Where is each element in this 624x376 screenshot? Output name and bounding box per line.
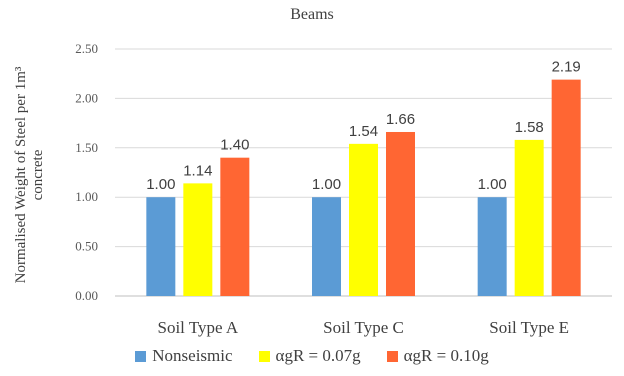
data-label: 1.66 [386, 111, 415, 128]
bar [146, 197, 176, 296]
legend-swatch [258, 350, 270, 362]
bar [551, 79, 581, 297]
legend-item: Nonseismic [135, 346, 233, 366]
legend-item: αgR = 0.10g [386, 346, 489, 366]
bar [220, 157, 250, 296]
bar [312, 197, 341, 296]
data-label: 1.00 [312, 176, 341, 193]
legend-label: αgR = 0.10g [403, 346, 489, 365]
chart-title: Beams [290, 6, 334, 23]
legend-swatch [386, 350, 398, 362]
bar [477, 197, 507, 296]
y-tick-label: 2.50 [75, 41, 98, 56]
legend-item: αgR = 0.07g [258, 346, 361, 366]
legend-label: αgR = 0.07g [275, 346, 361, 365]
y-tick-label: 2.00 [75, 90, 98, 105]
data-label: 1.58 [515, 119, 544, 136]
data-label: 1.40 [220, 137, 249, 154]
bar [514, 139, 544, 296]
bar [349, 143, 378, 296]
x-tick-label: Soil Type E [489, 318, 569, 337]
y-tick-label: 0.00 [75, 288, 98, 303]
y-tick-label: 0.50 [75, 239, 98, 254]
data-label: 2.19 [552, 59, 581, 76]
legend-label: Nonseismic [152, 346, 233, 365]
bar [183, 183, 213, 296]
x-tick-label: Soil Type C [323, 318, 404, 337]
data-label: 1.00 [478, 176, 507, 193]
data-label: 1.14 [183, 162, 212, 179]
data-label: 1.00 [146, 176, 175, 193]
x-tick-label: Soil Type A [157, 318, 238, 337]
y-tick-label: 1.50 [75, 140, 98, 155]
y-tick-label: 1.00 [75, 189, 98, 204]
plot-area: 0.00 0.50 1.00 1.50 2.00 2.50 1.00 1.14 1.40 Soil… [75, 41, 612, 337]
data-label: 1.54 [349, 123, 378, 140]
legend-swatch [135, 350, 147, 362]
bar [386, 131, 415, 296]
legend: Nonseismic αgR = 0.07g αgR = 0.10g [0, 342, 624, 370]
